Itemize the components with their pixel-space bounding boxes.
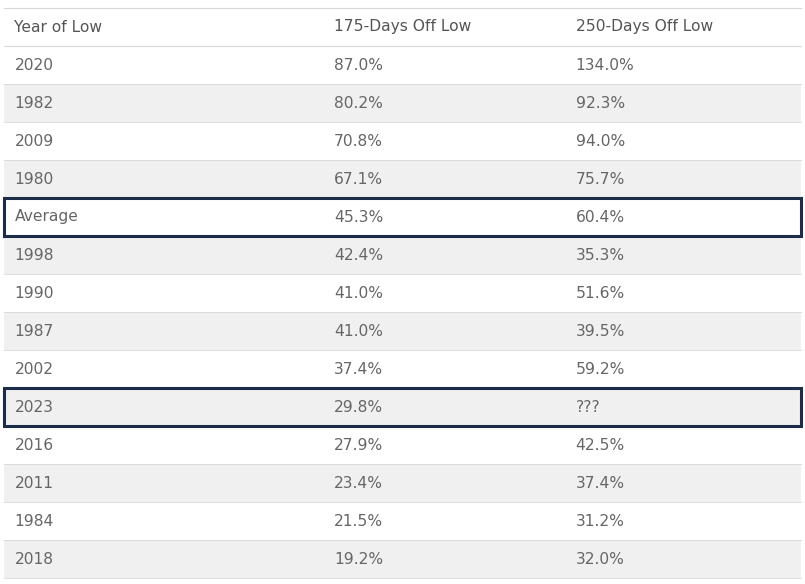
Text: 21.5%: 21.5% — [334, 513, 383, 529]
Text: 67.1%: 67.1% — [334, 172, 383, 186]
Text: 19.2%: 19.2% — [334, 551, 383, 566]
Text: 80.2%: 80.2% — [334, 96, 383, 110]
Text: 29.8%: 29.8% — [334, 399, 383, 415]
Bar — [4, 388, 801, 426]
Text: 250-Days Off Low: 250-Days Off Low — [576, 19, 712, 34]
Bar — [4, 274, 801, 312]
Text: 42.5%: 42.5% — [576, 437, 625, 453]
Text: 27.9%: 27.9% — [334, 437, 383, 453]
Text: 35.3%: 35.3% — [576, 248, 625, 262]
Text: 92.3%: 92.3% — [576, 96, 625, 110]
Text: 75.7%: 75.7% — [576, 172, 625, 186]
Text: 45.3%: 45.3% — [334, 210, 383, 224]
Bar — [4, 312, 801, 350]
Text: 2023: 2023 — [14, 399, 53, 415]
Text: 94.0%: 94.0% — [576, 134, 625, 148]
Bar — [4, 502, 801, 540]
Text: 59.2%: 59.2% — [576, 361, 625, 377]
Text: 70.8%: 70.8% — [334, 134, 383, 148]
Text: 175-Days Off Low: 175-Days Off Low — [334, 19, 471, 34]
Text: 41.0%: 41.0% — [334, 286, 383, 301]
Text: 87.0%: 87.0% — [334, 57, 383, 72]
Bar — [4, 426, 801, 464]
Text: 134.0%: 134.0% — [576, 57, 634, 72]
Text: 2018: 2018 — [14, 551, 53, 566]
Text: 2016: 2016 — [14, 437, 54, 453]
Text: 39.5%: 39.5% — [576, 324, 625, 339]
Text: 23.4%: 23.4% — [334, 475, 383, 491]
Text: 1990: 1990 — [14, 286, 54, 301]
Text: 2020: 2020 — [14, 57, 53, 72]
Bar — [4, 198, 801, 236]
Text: 2011: 2011 — [14, 475, 53, 491]
Bar — [4, 122, 801, 160]
Text: 41.0%: 41.0% — [334, 324, 383, 339]
Text: 31.2%: 31.2% — [576, 513, 625, 529]
Text: 37.4%: 37.4% — [576, 475, 625, 491]
Text: 32.0%: 32.0% — [576, 551, 625, 566]
Text: 1998: 1998 — [14, 248, 54, 262]
Bar — [4, 236, 801, 274]
Bar — [4, 46, 801, 84]
Text: 37.4%: 37.4% — [334, 361, 383, 377]
Text: 2009: 2009 — [14, 134, 54, 148]
Text: 1984: 1984 — [14, 513, 54, 529]
Text: 42.4%: 42.4% — [334, 248, 383, 262]
Bar — [4, 84, 801, 122]
Text: 1987: 1987 — [14, 324, 54, 339]
Bar — [4, 160, 801, 198]
Text: 2002: 2002 — [14, 361, 53, 377]
Text: 60.4%: 60.4% — [576, 210, 625, 224]
Text: ???: ??? — [576, 399, 601, 415]
Bar — [4, 350, 801, 388]
Bar — [4, 198, 801, 236]
Bar — [4, 388, 801, 426]
Text: 51.6%: 51.6% — [576, 286, 625, 301]
Text: 1980: 1980 — [14, 172, 54, 186]
Text: Year of Low: Year of Low — [14, 19, 102, 34]
Text: 1982: 1982 — [14, 96, 54, 110]
Text: Average: Average — [14, 210, 78, 224]
Bar — [4, 540, 801, 578]
Bar — [4, 464, 801, 502]
